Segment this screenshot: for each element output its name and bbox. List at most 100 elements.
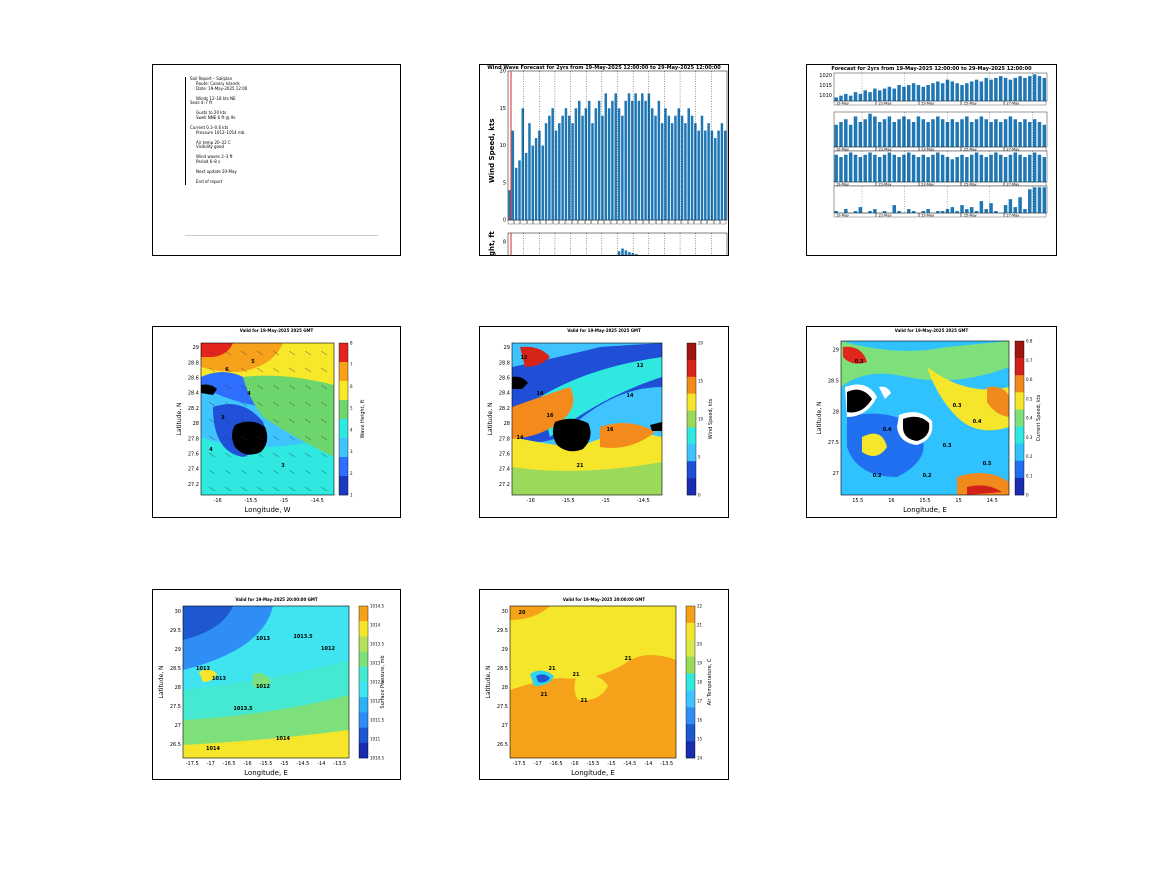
multi-bar: [1037, 187, 1042, 213]
wind-arrow: [288, 452, 296, 458]
multi-bar: [1013, 152, 1017, 182]
report-text: Sail Report – Sailplan Route: Canary Isla…: [185, 76, 385, 185]
map-xtick: -14: [644, 761, 652, 767]
wind-time-cell: [546, 219, 553, 225]
wave-colorbar: 8 7 6 5 4 3 2 1 Wave Height, ft: [338, 341, 366, 498]
map-ytick: 28.6: [499, 375, 510, 381]
multi-bar: [916, 157, 921, 182]
wind-arrow: [208, 469, 216, 475]
multi-bar: [882, 211, 887, 213]
wind-contour-labels: 12 14 16 16 14 12 21 14: [517, 355, 644, 469]
colorbar-tick: 0.2: [1026, 454, 1033, 459]
multi-date-label: 21-May: [879, 182, 892, 186]
wind-arrow: [256, 435, 264, 441]
multi-date-label: 25-May: [964, 182, 977, 186]
map-ytick: 27.4: [188, 467, 199, 473]
wind-colorbar: 20 15 10 5 0 Wind Speed, kts: [686, 341, 714, 498]
map-ytick: 29: [833, 348, 839, 354]
wind-bar: [544, 123, 548, 220]
wind-arrow: [240, 486, 248, 492]
wind-bar: [670, 123, 674, 220]
multi-bar: [907, 85, 911, 101]
report-line: Wind waves 2–3 ft: [196, 154, 233, 160]
multi-date-label: 19-May: [836, 101, 849, 105]
map-xlabel: Longitude, E: [903, 506, 947, 514]
wind-time-cell: [668, 219, 675, 225]
colorbar-swatch: [687, 478, 696, 496]
wind-arrow: [272, 435, 280, 441]
wind-speed-chart: Wind Speed, kts Wave Height, ft 0 5 10 15 20…: [488, 69, 728, 255]
multi-bar: [989, 203, 993, 213]
multi-bar: [844, 93, 848, 101]
map-xtick: -14: [317, 761, 325, 767]
report-line: Pressure 1012–1014 mb: [196, 129, 245, 135]
multi-bar: [868, 211, 872, 213]
wind-arrow: [272, 469, 280, 475]
map-ytick: 28: [504, 421, 510, 427]
report-line: Swell NNE 6 ft @ 9s: [196, 115, 236, 121]
multi-bar: [965, 116, 969, 147]
wind-arrow: [224, 367, 232, 373]
colorbar-swatch: [339, 343, 348, 363]
map-xtick: -16: [214, 498, 222, 504]
contour-label: 1013: [196, 666, 210, 672]
map-xtick: -15: [280, 498, 288, 504]
wind-bar: [591, 123, 594, 220]
wind-arrow: [224, 435, 232, 441]
multi-bar: [897, 157, 901, 182]
multi-bar: [984, 119, 988, 147]
wind-bar: [720, 123, 724, 220]
contour-label: 3: [221, 415, 225, 421]
multi-bar: [902, 116, 906, 147]
colorbar-swatch: [339, 362, 348, 382]
wind-bar: [607, 108, 611, 220]
contour-label: 12: [521, 355, 528, 361]
contour-label: 1013.5: [293, 634, 313, 640]
map-ytick: 29.5: [170, 628, 181, 634]
multi-bar: [945, 122, 950, 147]
wind-arrow: [256, 486, 264, 492]
multi-bar: [882, 154, 887, 182]
multi-bar: [974, 152, 979, 182]
colorbar-tick: 0.1: [1026, 473, 1033, 478]
colorbar-frame: [338, 342, 349, 496]
wind-arrow: [224, 350, 232, 356]
multi-bar: [1023, 77, 1027, 101]
wind-arrow: [320, 418, 328, 424]
wind-arrow: [208, 452, 216, 458]
island-land: [847, 389, 872, 413]
multi-date-cell: [833, 212, 876, 218]
wind-arrow: [208, 486, 216, 492]
multi-bar: [834, 211, 838, 213]
colorbar-tick: 4: [350, 427, 353, 432]
wind-time-cell: [520, 219, 527, 225]
current-band-red-nw: [843, 346, 867, 364]
wind-bar: [684, 123, 687, 220]
multi-bar: [955, 83, 959, 101]
colorbar-swatch: [686, 724, 695, 742]
wind-arrow: [288, 418, 296, 424]
multi-bar: [921, 86, 926, 101]
wind-bar: [581, 115, 584, 220]
multi-bar: [955, 122, 959, 147]
wind-time-cell: [636, 219, 643, 225]
wave-bar: [628, 252, 631, 255]
colorbar-swatch: [687, 427, 696, 445]
map-ytick: 29: [504, 345, 510, 351]
multi-bar: [1008, 79, 1013, 101]
wind-bar: [704, 130, 707, 220]
map-xtick: -16: [527, 498, 535, 504]
text-report-panel: Sail Report – Sailplan Route: Canary Isla…: [152, 64, 401, 256]
wind-arrow: [320, 435, 328, 441]
wave-bar: [614, 254, 617, 255]
wind-bar: [667, 115, 671, 220]
colorbar-swatch: [359, 666, 368, 683]
wind-arrows: [208, 350, 328, 492]
multi-bar: [1008, 116, 1013, 147]
multi-bar: [979, 116, 984, 147]
wind-arrow: [272, 401, 280, 407]
multi-bar: [858, 207, 863, 213]
report-line: Next update 20-May: [196, 168, 237, 174]
map-ytick: 28: [175, 685, 181, 691]
multi-bar: [887, 152, 892, 182]
